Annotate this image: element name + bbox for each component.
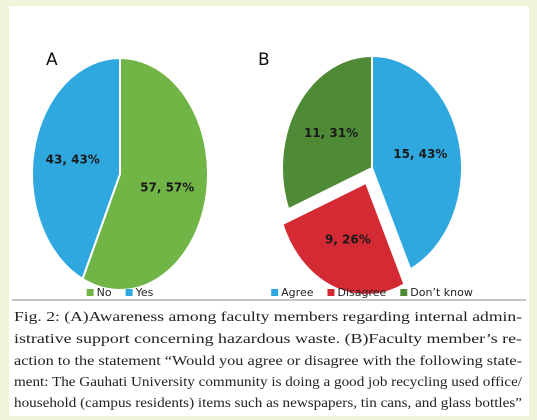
legend-swatch <box>327 289 335 296</box>
data-label: 15, 43% <box>393 147 447 161</box>
legend-swatch <box>271 289 279 296</box>
caption-line: ment: The Gauhati University community i… <box>14 375 522 390</box>
pie-slice <box>371 54 463 271</box>
legend-swatch <box>86 289 94 296</box>
caption-line: istrative support concerning hazardous w… <box>14 332 522 347</box>
data-label: 43, 43% <box>46 153 100 167</box>
chart-title: A <box>46 50 58 70</box>
data-label: 9, 26% <box>325 233 371 247</box>
pie-slice <box>31 56 121 281</box>
pie-slice <box>281 181 406 296</box>
data-label: 57, 57% <box>140 180 194 194</box>
pie-slice <box>81 56 209 291</box>
caption-line: action to the statement “Would you agree… <box>14 354 522 369</box>
caption-line: Fig. 2: (A)Awareness among faculty membe… <box>14 310 522 325</box>
legend-label: Yes <box>135 286 154 299</box>
legend-swatch <box>125 289 133 296</box>
pie-slice <box>281 54 373 211</box>
legend-label: Agree <box>281 286 314 299</box>
data-label: 11, 31% <box>304 126 358 140</box>
legend-label: Don’t know <box>410 286 473 299</box>
legend-label: No <box>97 286 112 299</box>
legend-label: Disagree <box>337 286 386 299</box>
caption-line: household (campus residents) items such … <box>14 396 522 411</box>
chart-title: B <box>258 50 270 70</box>
legend-swatch <box>400 289 408 296</box>
